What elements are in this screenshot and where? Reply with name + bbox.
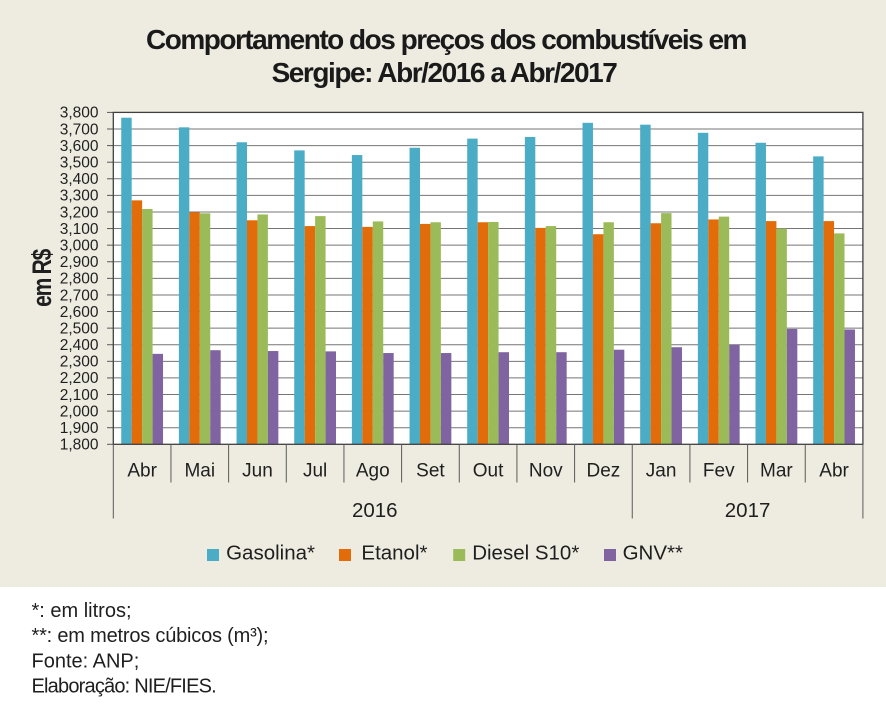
svg-text:Jul: Jul	[303, 460, 327, 481]
svg-text:Set: Set	[416, 460, 445, 481]
svg-text:Sergipe: Abr/2016 a Abr/2017: Sergipe: Abr/2016 a Abr/2017	[272, 57, 618, 88]
svg-text:2,400: 2,400	[60, 337, 99, 354]
svg-text:3,600: 3,600	[60, 138, 99, 155]
svg-text:Jun: Jun	[242, 460, 273, 481]
svg-text:3,000: 3,000	[60, 237, 99, 254]
svg-text:3,200: 3,200	[60, 204, 99, 221]
svg-text:Nov: Nov	[529, 460, 563, 481]
svg-text:Dez: Dez	[587, 460, 621, 481]
svg-text:2,100: 2,100	[60, 387, 99, 404]
svg-text:2,300: 2,300	[60, 354, 99, 371]
svg-text:Fonte: ANP;: Fonte: ANP;	[32, 650, 140, 672]
svg-text:3,400: 3,400	[60, 171, 99, 188]
svg-text:2,700: 2,700	[60, 287, 99, 304]
svg-text:*: em litros;: *: em litros;	[32, 600, 132, 622]
svg-text:3,800: 3,800	[60, 105, 99, 122]
svg-text:2,900: 2,900	[60, 254, 99, 271]
svg-text:3,700: 3,700	[60, 121, 99, 138]
svg-text:3,300: 3,300	[60, 188, 99, 205]
svg-text:2017: 2017	[725, 499, 771, 522]
svg-text:GNV**: GNV**	[623, 542, 683, 565]
svg-text:1,800: 1,800	[60, 437, 99, 454]
svg-text:2016: 2016	[352, 499, 398, 522]
svg-text:Abr: Abr	[819, 460, 849, 481]
svg-text:1,900: 1,900	[60, 420, 99, 437]
svg-text:2,800: 2,800	[60, 271, 99, 288]
svg-text:2,600: 2,600	[60, 304, 99, 321]
svg-text:Elaboração: NIE/FIES.: Elaboração: NIE/FIES.	[32, 676, 216, 698]
svg-text:Gasolina*: Gasolina*	[226, 542, 315, 565]
svg-text:2,200: 2,200	[60, 370, 99, 387]
svg-text:3,100: 3,100	[60, 221, 99, 238]
svg-text:Abr: Abr	[127, 460, 157, 481]
svg-text:Jan: Jan	[646, 460, 677, 481]
svg-text:2,000: 2,000	[60, 403, 99, 420]
svg-text:2,500: 2,500	[60, 320, 99, 337]
svg-text:**: em metros cúbicos (m³);: **: em metros cúbicos (m³);	[32, 625, 269, 647]
svg-text:Out: Out	[473, 460, 504, 481]
svg-text:Mar: Mar	[760, 460, 793, 481]
svg-text:Mai: Mai	[184, 460, 215, 481]
svg-text:Diesel S10*: Diesel S10*	[472, 542, 579, 565]
svg-text:Ago: Ago	[356, 460, 390, 481]
svg-text:Etanol*: Etanol*	[361, 542, 427, 565]
svg-text:Comportamento dos preços dos c: Comportamento dos preços dos combustívei…	[146, 24, 747, 55]
svg-text:em R$: em R$	[28, 249, 58, 307]
svg-text:3,500: 3,500	[60, 154, 99, 171]
svg-text:Fev: Fev	[703, 460, 735, 481]
